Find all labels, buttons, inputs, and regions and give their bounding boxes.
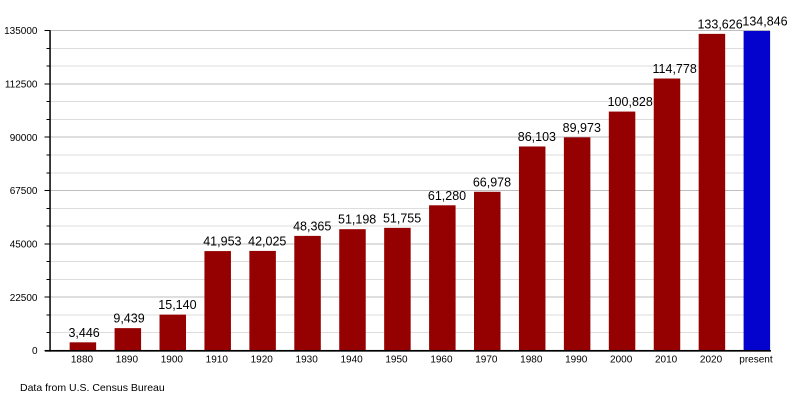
svg-text:1990: 1990 xyxy=(565,354,588,365)
svg-text:51,198: 51,198 xyxy=(338,213,376,227)
svg-text:1930: 1930 xyxy=(296,354,319,365)
svg-text:2010: 2010 xyxy=(655,354,678,365)
svg-text:2000: 2000 xyxy=(610,354,633,365)
svg-text:2020: 2020 xyxy=(700,354,723,365)
svg-text:15,140: 15,140 xyxy=(158,298,196,312)
svg-text:1970: 1970 xyxy=(475,354,498,365)
svg-text:1890: 1890 xyxy=(116,354,139,365)
svg-text:67500: 67500 xyxy=(10,186,38,197)
svg-text:1920: 1920 xyxy=(251,354,274,365)
svg-text:45000: 45000 xyxy=(10,240,38,251)
svg-text:61,280: 61,280 xyxy=(428,189,466,203)
svg-text:135000: 135000 xyxy=(4,26,38,37)
svg-text:present: present xyxy=(739,354,773,365)
svg-text:86,103: 86,103 xyxy=(518,130,556,144)
svg-text:112500: 112500 xyxy=(5,80,38,91)
svg-text:100,828: 100,828 xyxy=(608,95,653,109)
svg-text:66,978: 66,978 xyxy=(473,175,511,189)
svg-text:90000: 90000 xyxy=(10,133,38,144)
svg-text:1910: 1910 xyxy=(206,354,229,365)
svg-text:114,778: 114,778 xyxy=(653,62,697,76)
svg-text:1960: 1960 xyxy=(430,354,453,365)
svg-text:9,439: 9,439 xyxy=(113,312,144,326)
svg-text:89,973: 89,973 xyxy=(563,121,601,135)
svg-text:1940: 1940 xyxy=(340,354,363,365)
svg-text:1950: 1950 xyxy=(385,354,408,365)
svg-text:51,755: 51,755 xyxy=(383,211,421,225)
svg-text:133,626: 133,626 xyxy=(697,17,742,31)
svg-text:41,953: 41,953 xyxy=(203,235,241,249)
svg-text:Data from U.S. Census Bureau: Data from U.S. Census Bureau xyxy=(20,382,165,394)
svg-text:1880: 1880 xyxy=(71,354,94,365)
svg-text:22500: 22500 xyxy=(10,293,38,304)
svg-text:1980: 1980 xyxy=(520,354,543,365)
svg-text:0: 0 xyxy=(32,346,38,357)
svg-text:3,446: 3,446 xyxy=(68,326,99,340)
svg-text:1900: 1900 xyxy=(161,354,184,365)
svg-text:48,365: 48,365 xyxy=(293,219,331,233)
svg-text:134,846: 134,846 xyxy=(742,14,787,28)
svg-text:42,025: 42,025 xyxy=(248,234,286,248)
